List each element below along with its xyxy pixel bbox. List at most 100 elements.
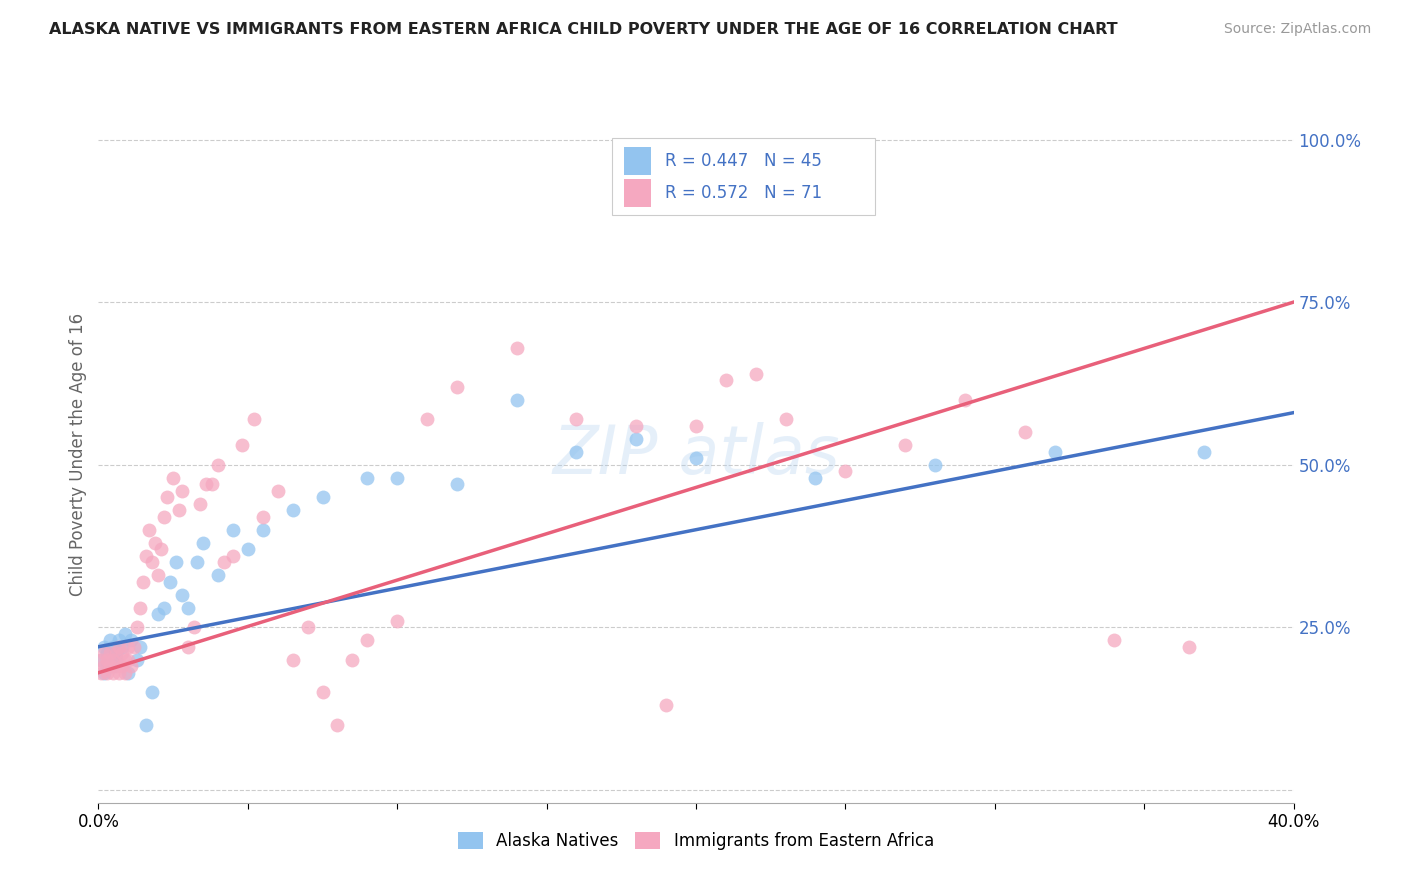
Point <box>98 653 122 667</box>
Point <box>356 471 378 485</box>
Point <box>195 477 218 491</box>
Point <box>416 412 439 426</box>
Point <box>150 542 173 557</box>
Point <box>120 659 142 673</box>
Point <box>804 471 827 485</box>
Point <box>714 373 737 387</box>
Point <box>311 490 333 504</box>
Point <box>98 659 122 673</box>
Point <box>385 471 409 485</box>
Point <box>326 718 349 732</box>
Text: R = 0.572   N = 71: R = 0.572 N = 71 <box>665 184 823 202</box>
Point <box>162 471 184 485</box>
Point <box>148 568 170 582</box>
Point <box>297 620 319 634</box>
Point <box>103 653 125 667</box>
Point <box>141 555 163 569</box>
Point <box>111 640 134 654</box>
Point <box>117 640 139 654</box>
Point <box>177 640 200 654</box>
Point <box>105 646 128 660</box>
Point <box>120 633 142 648</box>
Point <box>98 633 122 648</box>
Point <box>506 341 529 355</box>
FancyBboxPatch shape <box>624 178 651 207</box>
Point <box>834 464 856 478</box>
Point <box>114 626 136 640</box>
Point <box>626 432 648 446</box>
Point <box>281 503 304 517</box>
Point <box>105 659 128 673</box>
Point <box>183 620 205 634</box>
Point <box>98 646 122 660</box>
Legend: Alaska Natives, Immigrants from Eastern Africa: Alaska Natives, Immigrants from Eastern … <box>451 826 941 857</box>
Point <box>1043 444 1066 458</box>
Point <box>96 659 118 673</box>
Point <box>177 600 200 615</box>
Point <box>236 542 259 557</box>
Point <box>626 418 648 433</box>
Point <box>117 653 139 667</box>
Point <box>186 555 208 569</box>
Point <box>267 483 290 498</box>
Point <box>135 718 157 732</box>
Point <box>385 614 409 628</box>
Text: Source: ZipAtlas.com: Source: ZipAtlas.com <box>1223 22 1371 37</box>
Point <box>172 483 194 498</box>
Point <box>90 653 112 667</box>
Point <box>188 497 211 511</box>
Point <box>167 503 190 517</box>
Point <box>93 659 115 673</box>
Point <box>143 535 166 549</box>
Point <box>1192 444 1215 458</box>
Point <box>93 640 115 654</box>
Point <box>222 523 245 537</box>
Y-axis label: Child Poverty Under the Age of 16: Child Poverty Under the Age of 16 <box>69 313 87 597</box>
Point <box>342 653 364 667</box>
Point <box>135 549 157 563</box>
Point <box>159 574 181 589</box>
Point <box>191 535 214 549</box>
Text: ZIP atlas: ZIP atlas <box>553 422 839 488</box>
Point <box>231 438 253 452</box>
Point <box>207 568 229 582</box>
Point <box>201 477 224 491</box>
Point <box>1178 640 1201 654</box>
Point <box>506 392 529 407</box>
Point <box>108 665 131 680</box>
Point <box>685 418 707 433</box>
Point <box>129 600 152 615</box>
Point <box>148 607 170 622</box>
Point <box>96 653 118 667</box>
Point <box>356 633 378 648</box>
Point <box>127 653 149 667</box>
Point <box>93 646 115 660</box>
Point <box>132 574 155 589</box>
Point <box>252 523 274 537</box>
Point <box>212 555 235 569</box>
Point <box>114 653 136 667</box>
Point <box>222 549 245 563</box>
Point <box>103 665 125 680</box>
Point <box>124 640 146 654</box>
Point <box>138 523 160 537</box>
Point <box>281 653 304 667</box>
Point <box>90 653 112 667</box>
Point <box>894 438 917 452</box>
Point <box>96 665 118 680</box>
Point <box>953 392 976 407</box>
Point <box>127 620 149 634</box>
Point <box>153 600 176 615</box>
Point <box>446 379 468 393</box>
Point <box>685 451 707 466</box>
Point <box>745 367 768 381</box>
Point <box>129 640 152 654</box>
Point <box>103 659 125 673</box>
Point <box>93 665 115 680</box>
Point <box>252 509 274 524</box>
Point <box>207 458 229 472</box>
Text: ALASKA NATIVE VS IMMIGRANTS FROM EASTERN AFRICA CHILD POVERTY UNDER THE AGE OF 1: ALASKA NATIVE VS IMMIGRANTS FROM EASTERN… <box>49 22 1118 37</box>
Point <box>156 490 179 504</box>
Point <box>114 665 136 680</box>
Point <box>141 685 163 699</box>
